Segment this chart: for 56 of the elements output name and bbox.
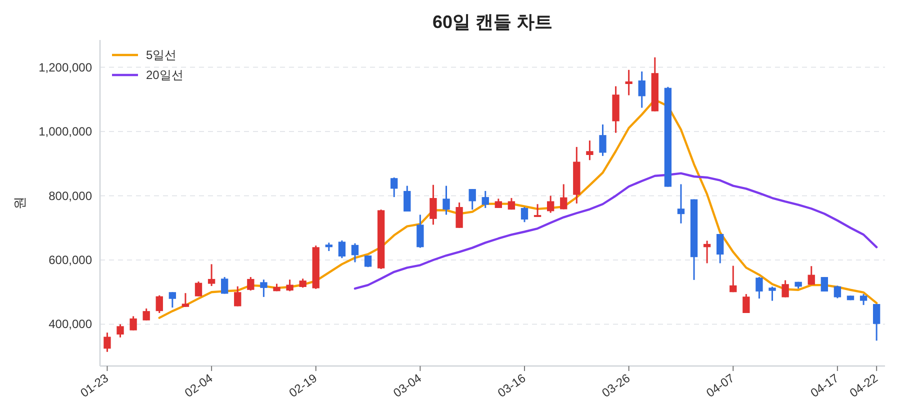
candlestick — [625, 69, 632, 96]
candlestick — [116, 323, 124, 338]
candlestick — [860, 293, 868, 306]
candlestick — [768, 286, 776, 302]
candlestick — [260, 278, 268, 298]
y-axis-title: 원 — [12, 196, 27, 210]
candlestick — [546, 195, 554, 214]
candlestick — [220, 276, 228, 294]
candlestick — [586, 140, 594, 161]
candlestick — [808, 265, 815, 286]
candlestick — [182, 292, 190, 308]
candlestick — [130, 315, 137, 332]
candlestick — [104, 332, 111, 353]
y-tick-label: 400,000 — [48, 317, 92, 332]
candlestick — [756, 276, 763, 300]
candlestick — [638, 70, 646, 109]
legend-label: 20일선 — [146, 68, 184, 82]
candlestick — [560, 183, 568, 210]
candlestick — [494, 198, 502, 209]
candlestick — [351, 242, 359, 264]
candlestick — [468, 188, 476, 210]
legend-label: 5일선 — [146, 48, 177, 62]
candlestick — [194, 280, 202, 298]
candlestick — [430, 184, 437, 226]
y-tick-label: 1,200,000 — [38, 60, 92, 74]
candlestick — [234, 286, 242, 308]
candlestick — [703, 240, 711, 264]
candlestick — [390, 176, 398, 198]
y-tick-label: 800,000 — [48, 188, 92, 203]
candlestick — [168, 291, 176, 308]
candlestick — [338, 240, 346, 259]
candlestick — [442, 185, 450, 216]
candlestick — [872, 303, 880, 342]
candlestick — [416, 214, 424, 249]
candlestick — [208, 263, 216, 287]
candlestick — [286, 278, 294, 292]
y-tick-label: 600,000 — [48, 253, 92, 268]
candlestick — [247, 276, 254, 292]
candlestick — [716, 233, 724, 264]
candlestick — [834, 284, 842, 299]
candlestick — [534, 203, 542, 218]
candlestick — [599, 124, 606, 157]
candlestick — [404, 185, 411, 212]
candlestick — [482, 190, 489, 209]
candlestick — [156, 294, 163, 314]
candlestick — [677, 183, 685, 224]
candlestick — [742, 293, 750, 314]
y-tick-label: 1,000,000 — [38, 124, 92, 139]
candlestick — [782, 279, 789, 298]
candlestick — [820, 276, 828, 292]
candlestick — [142, 308, 150, 322]
candlestick — [456, 202, 463, 229]
line-series — [354, 172, 878, 290]
candlestick — [520, 206, 528, 223]
candlestick — [730, 265, 737, 293]
chart-title: 60일 캔들 차트 — [432, 12, 553, 32]
